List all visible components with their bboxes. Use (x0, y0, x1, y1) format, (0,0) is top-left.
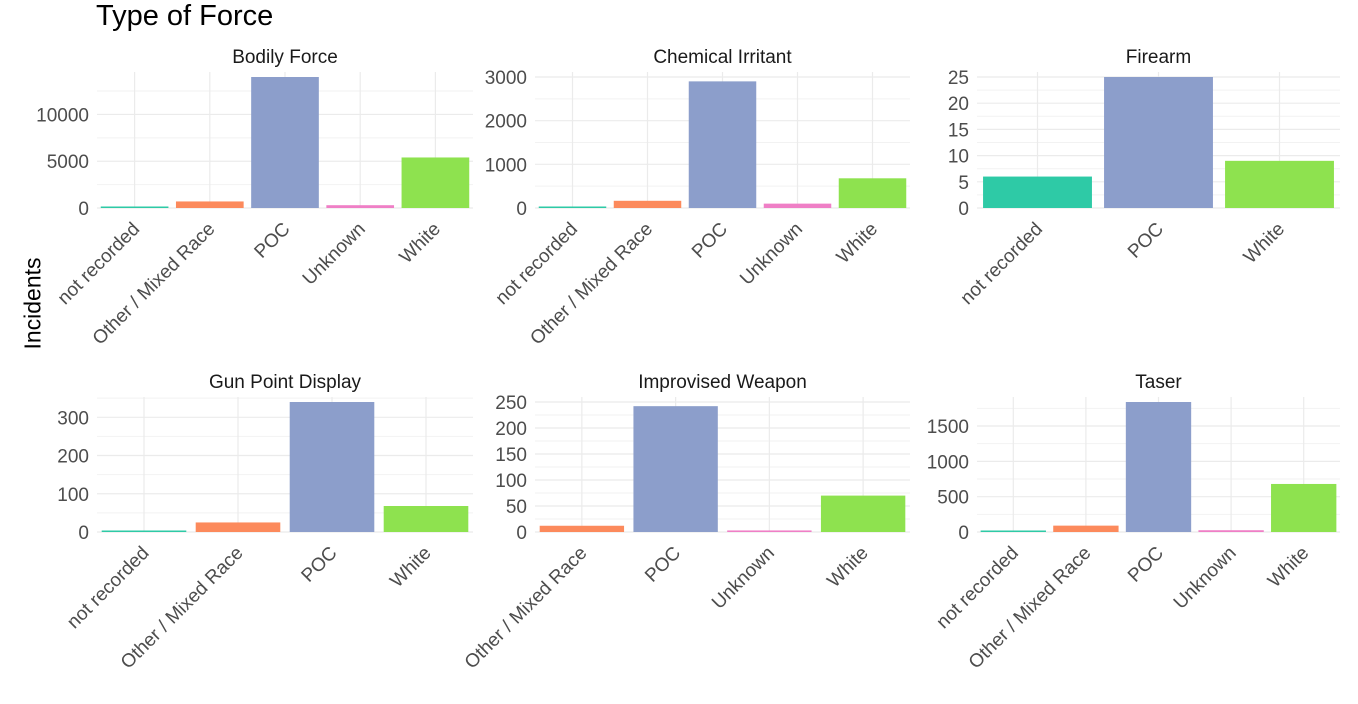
x-tick-label: Other / Mixed Race (965, 543, 1096, 674)
bar (1104, 77, 1213, 208)
facet-title: Bodily Force (232, 47, 338, 68)
y-tick-label: 3000 (485, 68, 527, 89)
facet-title: Improvised Weapon (638, 372, 807, 393)
y-tick-label: 0 (516, 199, 527, 220)
bar (1271, 483, 1337, 532)
bar (539, 525, 625, 532)
y-tick-label: 1000 (927, 452, 969, 473)
x-tick-label: Other / Mixed Race (461, 543, 592, 674)
y-tick-label: 15 (948, 120, 969, 141)
bar (401, 157, 470, 208)
y-tick-label: 0 (78, 199, 89, 220)
x-tick-label: POC (298, 543, 342, 587)
bar (1053, 525, 1119, 532)
y-tick-label: 10 (948, 147, 969, 168)
y-tick-label: 250 (495, 393, 527, 414)
y-tick-label: 1500 (927, 417, 969, 438)
bar (383, 506, 469, 532)
x-tick-label: POC (251, 219, 295, 263)
bar (820, 495, 906, 532)
y-tick-label: 100 (495, 471, 527, 492)
x-tick-label: White (833, 219, 882, 268)
y-tick-label: 20 (948, 94, 969, 115)
bar (980, 530, 1046, 532)
x-tick-label: POC (1124, 219, 1168, 263)
x-tick-label: White (823, 543, 872, 592)
bar (688, 81, 757, 208)
facet-title: Chemical Irritant (653, 47, 792, 68)
y-tick-label: 2000 (485, 112, 527, 133)
x-tick-label: Other / Mixed Race (526, 219, 657, 350)
bar (983, 176, 1092, 208)
x-tick-label: POC (1124, 543, 1168, 587)
y-tick-label: 5 (958, 173, 969, 194)
x-tick-label: not recorded (63, 543, 153, 633)
bar (326, 205, 395, 208)
y-tick-label: 0 (958, 523, 969, 544)
x-tick-label: White (1240, 219, 1289, 268)
x-tick-label: Unknown (299, 219, 370, 290)
y-tick-label: 100 (57, 485, 89, 506)
bar (195, 522, 281, 532)
bar (727, 530, 812, 532)
bar (1225, 160, 1334, 208)
bar (1198, 530, 1264, 532)
x-tick-label: POC (641, 543, 685, 587)
y-tick-label: 200 (495, 419, 527, 440)
y-tick-label: 500 (937, 488, 969, 509)
x-tick-label: not recorded (957, 219, 1047, 309)
bar (838, 178, 907, 208)
bar (289, 402, 375, 532)
bar (100, 206, 169, 208)
bar (251, 77, 319, 208)
y-tick-label: 50 (506, 497, 527, 518)
x-tick-label: White (396, 219, 445, 268)
bar (175, 201, 244, 208)
bar (538, 206, 607, 208)
bar (613, 200, 682, 208)
y-tick-label: 200 (57, 447, 89, 468)
facet-title: Firearm (1126, 47, 1191, 68)
facet-improvised-weapon: 0 50 100 150 200 250 Other / Mixed Race POC Unkn… (461, 372, 910, 673)
facet-title: Taser (1135, 372, 1182, 393)
y-tick-label: 0 (516, 523, 527, 544)
facet-firearm: 0 5 10 15 20 25 not recorded POC White Firearm (948, 47, 1340, 309)
x-tick-label: Unknown (1170, 543, 1241, 614)
chart-title: Type of Force (96, 0, 274, 32)
y-tick-label: 25 (948, 68, 969, 89)
y-tick-label: 300 (57, 408, 89, 429)
y-tick-label: 0 (78, 523, 89, 544)
bar (633, 406, 718, 532)
y-tick-label: 1000 (485, 155, 527, 176)
x-tick-label: Unknown (708, 543, 779, 614)
x-tick-label: POC (688, 219, 732, 263)
x-tick-label: White (386, 543, 435, 592)
bar (763, 203, 832, 208)
y-tick-label: 150 (495, 445, 527, 466)
y-tick-label: 5000 (47, 152, 89, 173)
facet-title: Gun Point Display (209, 372, 362, 393)
y-tick-label: 10000 (36, 105, 89, 126)
x-tick-label: Unknown (736, 219, 807, 290)
x-tick-label: White (1264, 543, 1313, 592)
bar (101, 530, 187, 532)
bar (1125, 402, 1192, 532)
y-tick-label: 0 (958, 199, 969, 220)
